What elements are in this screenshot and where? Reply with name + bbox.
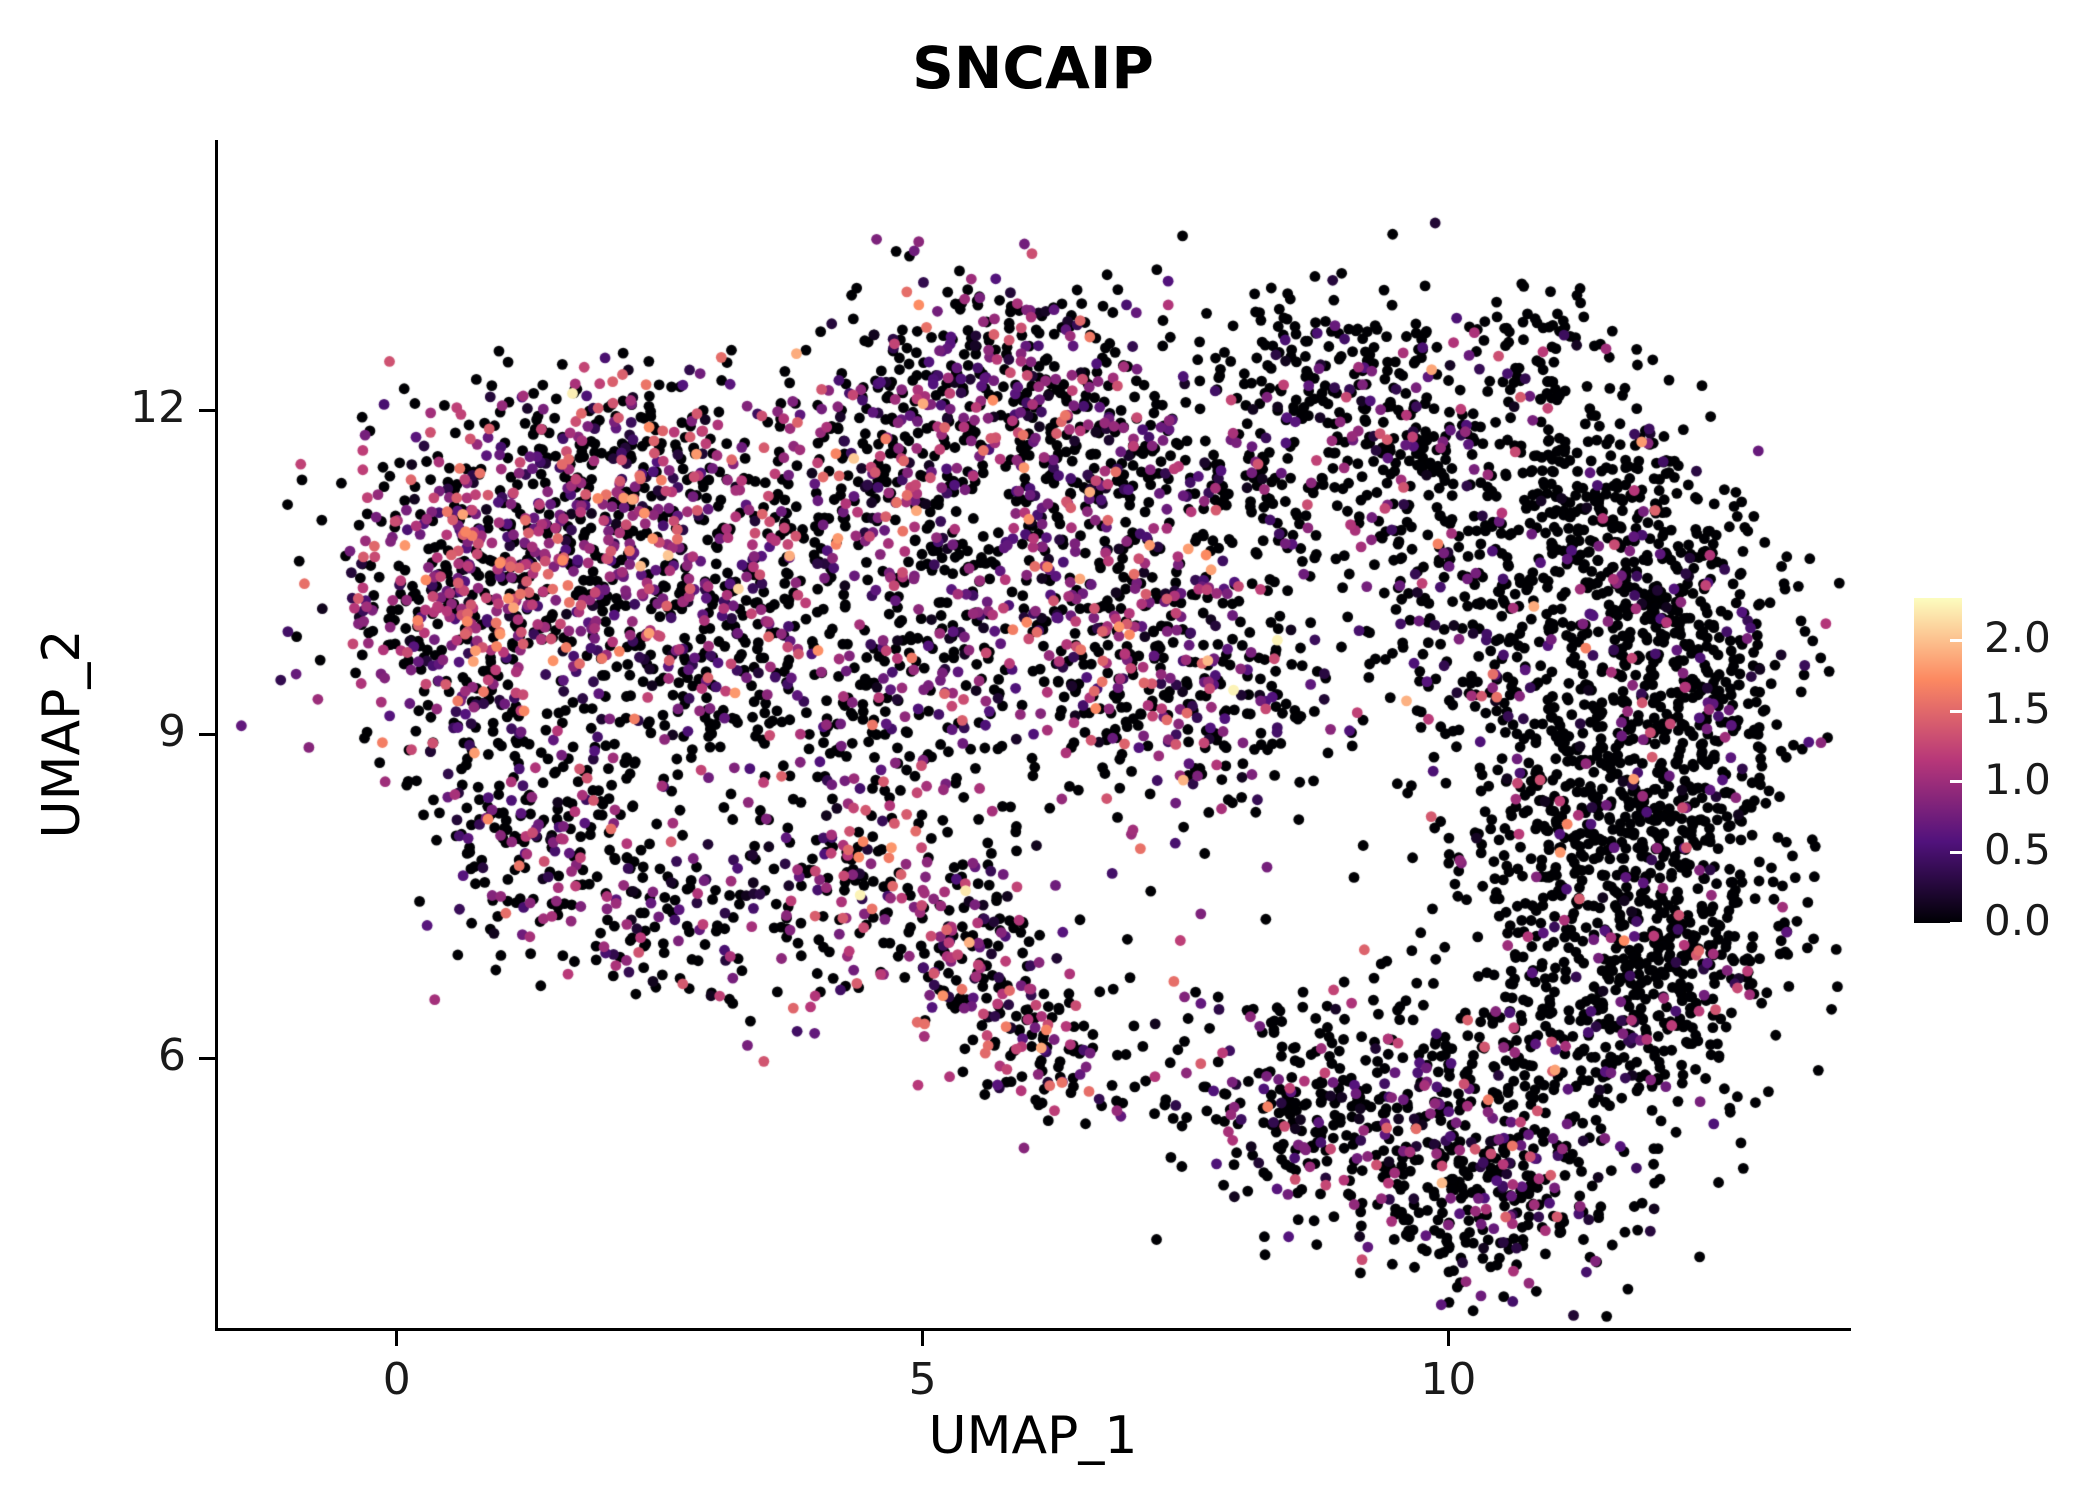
colorbar-tick-mark (1950, 850, 1962, 854)
x-tick-label: 5 (908, 1354, 937, 1405)
y-tick-label: 9 (158, 706, 186, 757)
colorbar-tick-label: 1.5 (1984, 684, 2051, 734)
y-tick-mark (199, 732, 215, 736)
y-tick-mark (199, 1056, 215, 1060)
y-tick-label: 12 (130, 382, 186, 433)
x-tick-label: 0 (382, 1354, 411, 1405)
colorbar-tick-mark (1950, 921, 1962, 925)
x-tick-mark (1446, 1331, 1450, 1346)
colorbar-gradient (1914, 598, 1962, 923)
y-axis-label: UMAP_2 (32, 629, 92, 839)
colorbar-tick-mark (1950, 780, 1962, 784)
colorbar-tick-label: 0.0 (1984, 896, 2051, 945)
colorbar (1914, 598, 1962, 923)
y-tick-mark (199, 408, 215, 412)
x-tick-mark (395, 1331, 399, 1346)
x-axis-line (215, 1328, 1851, 1331)
x-axis-label: UMAP_1 (928, 1406, 1138, 1466)
x-tick-mark (921, 1331, 925, 1346)
plot-title: SNCAIP (912, 34, 1154, 102)
colorbar-tick-mark (1950, 638, 1962, 642)
colorbar-tick-label: 0.5 (1984, 825, 2051, 875)
x-tick-label: 10 (1420, 1354, 1477, 1405)
colorbar-tick-label: 1.0 (1984, 754, 2051, 804)
colorbar-tick-label: 2.0 (1984, 613, 2051, 663)
y-tick-label: 6 (158, 1030, 186, 1081)
y-axis-line (215, 140, 218, 1331)
colorbar-tick-mark (1950, 709, 1962, 713)
